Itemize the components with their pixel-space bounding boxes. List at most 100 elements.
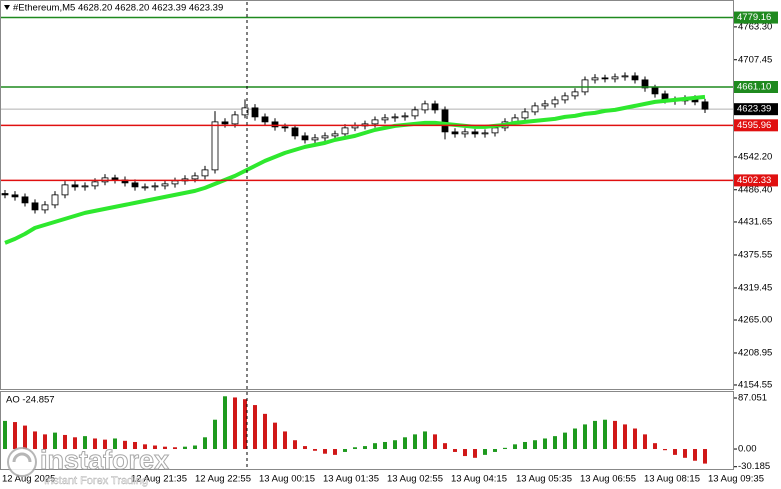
ao-bar (533, 440, 537, 450)
candle-body (391, 116, 399, 119)
y-tick-label: 4707.45 (738, 54, 772, 65)
x-tick-label: 12 Aug 21:35 (131, 474, 187, 485)
y-tick-label: 4763.30 (738, 21, 772, 32)
y-tick-label: 4375.55 (738, 249, 772, 260)
candle-body (631, 75, 639, 81)
ao-bar (303, 446, 307, 450)
ao-bar (513, 444, 517, 450)
ao-bar (73, 437, 77, 450)
candle-body (11, 194, 19, 198)
ao-bar (53, 432, 57, 450)
ao-bar (523, 441, 527, 450)
candle-body (371, 119, 379, 125)
candle-body (51, 194, 59, 206)
watermark-logo (7, 447, 37, 477)
ao-bar (613, 420, 617, 450)
candle-body (201, 169, 209, 177)
candle-body (331, 133, 339, 137)
ao-bar (103, 439, 107, 450)
candle-body (41, 204, 49, 211)
candle-body (301, 135, 309, 141)
candle-body (611, 76, 619, 80)
symbol-icon (4, 5, 10, 10)
ao-bar (363, 446, 367, 450)
ao-bar (413, 434, 417, 450)
y-tick-label: 0.00 (738, 444, 757, 455)
watermark: instaforex Instant Forex Trading (7, 445, 170, 487)
ao-bar (223, 396, 227, 450)
price-pane: 4763.30 4707.45 4542.20 4486.40 4431.65 4375.… (0, 11, 778, 390)
x-tick-label: 13 Aug 02:55 (387, 474, 443, 485)
candle-body (641, 79, 649, 89)
ao-bar (423, 431, 427, 450)
candle-body (21, 196, 29, 204)
ao-bar (563, 432, 567, 450)
candle-body (261, 116, 269, 123)
ao-bar (173, 447, 177, 450)
ao-bar (333, 449, 337, 455)
ao-bar (283, 431, 287, 450)
ao-bar (503, 447, 507, 450)
x-tick-label: 13 Aug 09:35 (708, 474, 764, 485)
ao-bar (23, 425, 27, 450)
candle-body (81, 185, 89, 188)
ao-bar (593, 420, 597, 450)
ao-pane-frame (0, 391, 734, 470)
y-tick-label: 4542.20 (738, 151, 772, 162)
candle-body (221, 121, 229, 125)
candle-body (531, 105, 539, 113)
candle-body (191, 175, 199, 180)
candle-body (491, 127, 499, 134)
ao-bar (203, 437, 207, 450)
ao-bar (623, 424, 627, 450)
level-label-box (734, 81, 778, 93)
ao-pane: 87.051 0.00 -30.185 (3, 393, 770, 472)
candle-body (551, 99, 559, 105)
candle-body (341, 127, 349, 135)
candle-body (211, 121, 219, 171)
ao-bar (653, 443, 657, 450)
ao-bar (403, 437, 407, 450)
ao-bar (573, 428, 577, 450)
y-tick-label: 4486.40 (738, 184, 772, 195)
candle-body (411, 109, 419, 117)
candle-body (441, 109, 449, 133)
ao-bar (383, 441, 387, 450)
candle-body (581, 79, 589, 93)
candle-body (171, 180, 179, 185)
ao-bar (213, 419, 217, 450)
ao-bar (673, 449, 677, 455)
candle-body (481, 132, 489, 135)
x-tick-label: 12 Aug 2025 (2, 474, 55, 485)
candle-body (701, 101, 709, 110)
candle-body (541, 103, 549, 107)
ao-bar (703, 449, 707, 464)
ao-bar (193, 445, 197, 450)
x-tick-label: 13 Aug 08:15 (644, 474, 700, 485)
ao-bar (93, 438, 97, 450)
x-tick-label: 12 Aug 22:55 (195, 474, 251, 485)
candle-body (111, 177, 119, 181)
ao-bar (33, 431, 37, 450)
candle-body (31, 202, 39, 211)
candle-body (571, 91, 579, 97)
y-tick-label: 87.051 (738, 393, 767, 404)
moving-average (4, 94, 706, 245)
ao-bar (473, 449, 477, 458)
x-tick-label: 13 Aug 05:35 (516, 474, 572, 485)
candle-body (291, 127, 299, 137)
candle-body (321, 135, 329, 139)
ao-bar (603, 419, 607, 450)
ao-bar (583, 424, 587, 450)
level-label: 4595.96 (737, 120, 771, 131)
x-tick-label: 13 Aug 00:15 (259, 474, 315, 485)
ao-bar (63, 434, 67, 450)
candle-body (471, 131, 479, 135)
ao-bar (13, 422, 17, 450)
ao-bar (123, 440, 127, 450)
candle-body (431, 103, 439, 111)
ao-bar (693, 449, 697, 461)
ao-bar (353, 447, 357, 450)
candle-body (521, 111, 529, 119)
